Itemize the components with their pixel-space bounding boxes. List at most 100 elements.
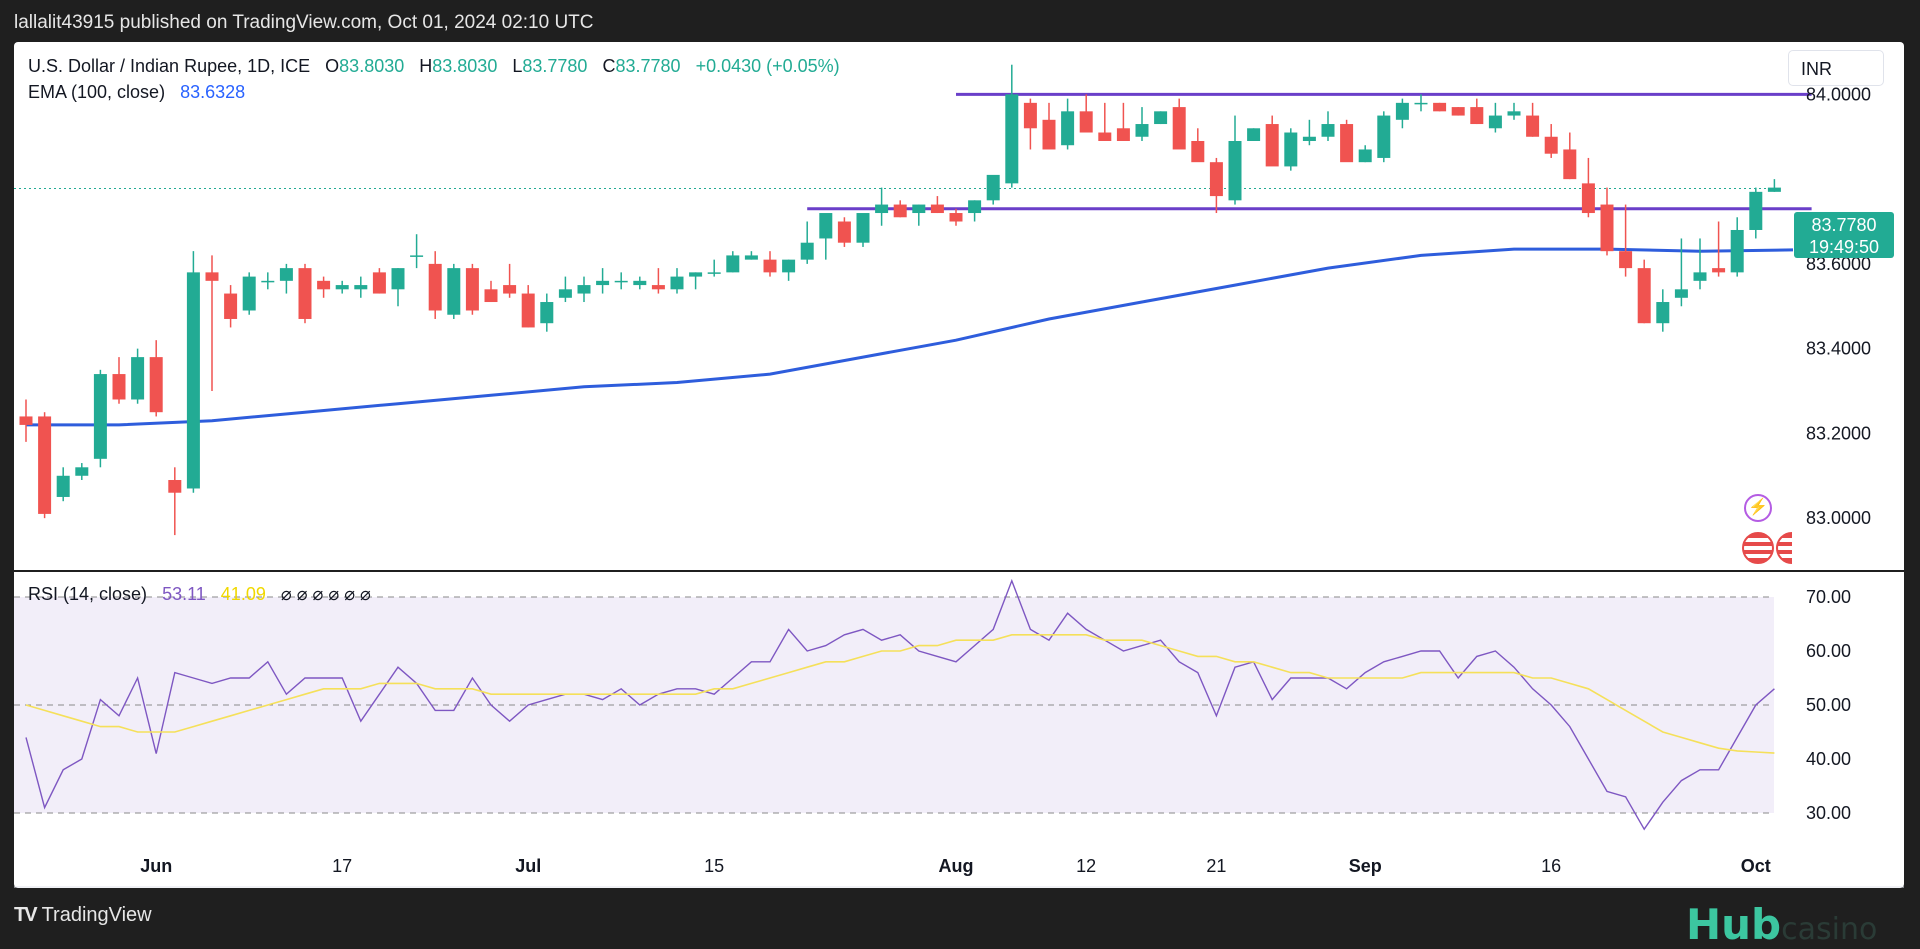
candle-body [1656, 302, 1670, 324]
candle-body [893, 204, 907, 218]
candle-body [1228, 140, 1242, 201]
candle-body [744, 255, 758, 260]
chart-svg[interactable]: 84.0000 83.6000 83.4000 83.2000 83.0000 70.00… [14, 42, 1904, 888]
candle-body [540, 302, 554, 324]
currency-selector[interactable]: INR [1788, 50, 1884, 86]
time-axis-label: Sep [1349, 856, 1382, 876]
candle-body [949, 213, 963, 222]
countdown-timer: 19:49:50 [1808, 237, 1880, 257]
candle-body [1488, 115, 1502, 129]
tradingview-brand-text: TradingView [41, 904, 152, 926]
candle-body [1581, 183, 1595, 214]
candle-body [1321, 124, 1335, 137]
rsi-axis-label: 50.00 [1806, 695, 1851, 715]
candle-body [875, 204, 889, 214]
candle-body [168, 480, 182, 493]
candle-body [279, 268, 293, 281]
us-flag-event-icon[interactable] [1742, 532, 1774, 564]
candle-body [1730, 229, 1744, 273]
candle-body [763, 259, 777, 273]
rsi-axis-label: 40.00 [1806, 749, 1851, 769]
candle-body [1023, 102, 1037, 129]
time-axis-label: Jun [140, 856, 172, 876]
candle-body [614, 280, 628, 283]
tradingview-logo-icon: TV [14, 904, 38, 926]
price-axis-label: 83.6000 [1806, 254, 1871, 274]
ema-line [26, 247, 1794, 427]
candle-body [1135, 124, 1149, 137]
candle-body [912, 204, 926, 214]
candle-body [1712, 268, 1726, 273]
candle-body [317, 280, 331, 290]
candle-body [800, 242, 814, 260]
low-label: L [512, 56, 523, 76]
last-price-value: 83.7780 [1811, 215, 1877, 235]
ema-legend: EMA (100, close) 83.6328 [28, 82, 245, 103]
candle-body [1247, 128, 1261, 141]
time-axis-label: 17 [332, 856, 352, 876]
candle-body [1544, 136, 1558, 154]
ema-value: 83.6328 [180, 82, 246, 102]
candle-body [149, 357, 163, 413]
candle-body [186, 272, 200, 489]
open-label: O [325, 56, 340, 76]
candle-body [1637, 268, 1651, 324]
candle-body [986, 174, 1000, 201]
candle-body [372, 272, 386, 294]
time-axis-label: Aug [939, 856, 974, 876]
price-axis-label: 83.2000 [1806, 423, 1871, 443]
candle-body [670, 276, 684, 290]
symbol-legend: U.S. Dollar / Indian Rupee, 1D, ICE O83.… [28, 56, 840, 77]
candle-body [689, 272, 703, 277]
rsi-series-rsi [25, 578, 1775, 831]
rsi-ma-value: 41.09 [220, 584, 266, 604]
candle-body [930, 204, 944, 214]
candle-body [38, 416, 52, 514]
candle-body [707, 272, 721, 274]
candle-body [1172, 107, 1186, 150]
rsi-label: RSI (14, close) [28, 584, 148, 604]
candle-body [1042, 119, 1056, 150]
candle-body [484, 289, 498, 303]
candle-body [558, 289, 572, 298]
price-axis-label: 84.0000 [1806, 84, 1871, 104]
candle-body [1265, 124, 1279, 167]
rsi-axis-label: 70.00 [1806, 587, 1851, 607]
high-value: 83.8030 [432, 56, 498, 76]
time-axis-label: 21 [1206, 856, 1226, 876]
rsi-na-values: ⌀ ⌀ ⌀ ⌀ ⌀ ⌀ [280, 584, 371, 604]
candle-body [465, 268, 479, 311]
candle-body [577, 285, 591, 294]
candle-body [1395, 102, 1409, 120]
candle-body [1507, 111, 1521, 116]
candle-body [298, 268, 312, 319]
rsi-axis-label: 30.00 [1806, 803, 1851, 823]
time-axis-label: 15 [704, 856, 724, 876]
candle-body [1209, 162, 1223, 197]
candle-body [1079, 111, 1093, 133]
close-value: 83.7780 [615, 56, 681, 76]
candle-body [1767, 187, 1781, 192]
candle-body [503, 285, 517, 294]
chart-frame[interactable]: 84.0000 83.6000 83.4000 83.2000 83.0000 70.00… [14, 42, 1904, 888]
candle-body [1005, 94, 1019, 184]
candle-body [837, 221, 851, 243]
candle-body [354, 285, 368, 290]
change-value: +0.0430 (+0.05%) [695, 56, 840, 76]
candle-body [1098, 132, 1112, 141]
candle-body [1433, 102, 1447, 112]
lightning-icon[interactable]: ⚡ [1744, 494, 1772, 522]
ema-label: EMA (100, close) [28, 82, 166, 102]
footer-brand: TV TradingView [14, 904, 152, 927]
candle-body [1563, 149, 1577, 180]
time-axis-label: Oct [1741, 856, 1771, 876]
candle-body [447, 268, 461, 315]
high-label: H [419, 56, 433, 76]
candle-body [1693, 272, 1707, 281]
candle-body [1302, 136, 1316, 141]
rsi-legend: RSI (14, close) 53.11 41.09 ⌀ ⌀ ⌀ ⌀ ⌀ ⌀ [28, 584, 371, 605]
candle-body [428, 263, 442, 311]
candle-body [1191, 140, 1205, 163]
time-axis-label: Jul [515, 856, 541, 876]
candle-body [261, 280, 275, 283]
